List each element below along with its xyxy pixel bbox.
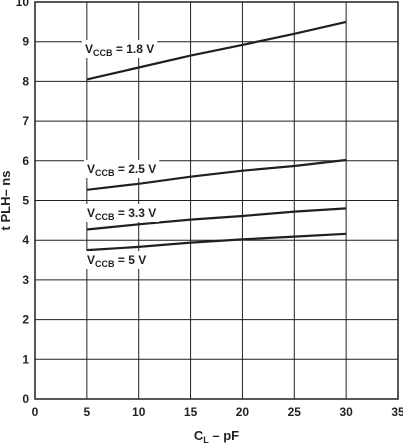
series-labels: VCCB = 1.8 V VCCB = 2.5 V VCCB = 3.3 V VCCB… xyxy=(82,40,160,269)
series-label-bg xyxy=(84,160,160,178)
series-label-1: VCCB = 1.8 V xyxy=(85,42,154,58)
series-label-bg xyxy=(84,204,160,222)
x-tick-label: 25 xyxy=(288,405,302,419)
x-tick-label: 35 xyxy=(391,405,403,419)
y-tick-label: 10 xyxy=(16,0,30,9)
series-line-1 xyxy=(86,20,347,81)
y-tick-label: 1 xyxy=(22,352,29,366)
x-tick-label: 5 xyxy=(84,405,91,419)
series-lines xyxy=(86,20,347,252)
y-tick-label: 4 xyxy=(22,233,29,247)
series-label-3: VCCB = 3.3 V xyxy=(87,206,156,222)
y-tick-label: 6 xyxy=(22,154,29,168)
grid xyxy=(35,2,398,399)
series-label-2: VCCB = 2.5 V xyxy=(87,162,156,178)
series-line-3 xyxy=(86,207,347,231)
x-tick-label: 20 xyxy=(236,405,250,419)
y-tick-label: 0 xyxy=(22,392,29,406)
y-tick-label: 2 xyxy=(22,313,29,327)
series-line-4 xyxy=(86,232,347,252)
x-axis-title: CL – pF xyxy=(194,428,239,445)
x-tick-label: 0 xyxy=(32,405,39,419)
y-axis-title: t PLH– ns xyxy=(0,171,13,231)
y-tick-label: 9 xyxy=(22,35,29,49)
y-tick-label: 3 xyxy=(22,273,29,287)
series-label-bg xyxy=(84,251,150,269)
y-tick-label: 7 xyxy=(22,114,29,128)
y-tick-labels: 0 1 2 3 4 5 6 7 8 9 10 xyxy=(16,0,30,406)
x-tick-label: 30 xyxy=(339,405,353,419)
y-tick-label: 5 xyxy=(22,194,29,208)
x-tick-labels: 0 5 10 15 20 25 30 35 xyxy=(32,405,403,419)
series-label-bg xyxy=(82,40,158,58)
plot-frame xyxy=(34,1,399,400)
x-tick-label: 10 xyxy=(132,405,146,419)
x-tick-label: 15 xyxy=(184,405,198,419)
series-label-4: VCCB = 5 V xyxy=(87,253,146,269)
series-line-2 xyxy=(86,158,347,191)
y-tick-label: 8 xyxy=(22,74,29,88)
